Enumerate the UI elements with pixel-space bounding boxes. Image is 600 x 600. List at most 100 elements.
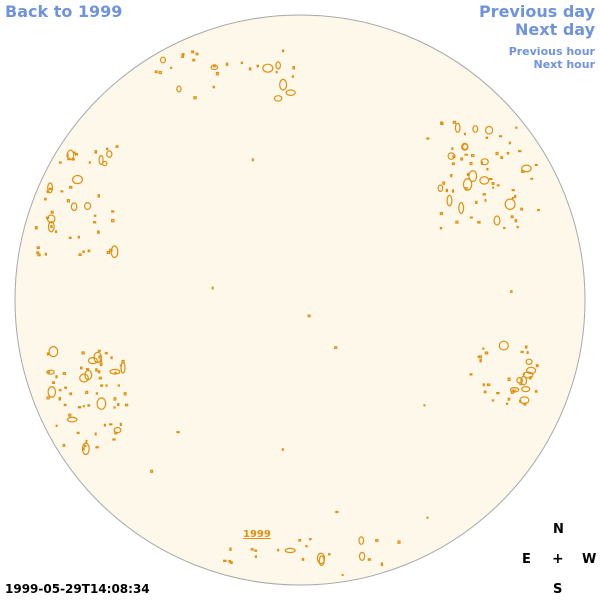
contour-mark xyxy=(515,126,518,129)
contour-mark xyxy=(117,403,120,407)
contour-mark xyxy=(88,161,92,164)
contour-mark xyxy=(69,392,73,396)
contour-mark xyxy=(211,286,214,290)
contour-mark xyxy=(98,355,102,359)
contour-mark xyxy=(47,386,57,398)
contour-mark xyxy=(525,366,537,375)
contour-mark xyxy=(79,366,83,370)
contour-mark xyxy=(291,75,294,78)
contour-mark xyxy=(482,347,485,350)
next-hour-link[interactable]: Next hour xyxy=(533,58,596,71)
previous-day-link[interactable]: Previous day xyxy=(478,2,595,21)
compass-center: + xyxy=(552,551,564,567)
contour-mark xyxy=(85,439,88,443)
contour-mark xyxy=(119,422,122,426)
contour-mark xyxy=(530,177,534,180)
contour-mark xyxy=(460,157,464,161)
contour-mark xyxy=(503,226,506,229)
contour-mark xyxy=(516,225,519,229)
contour-mark xyxy=(451,147,454,150)
contour-mark xyxy=(111,210,115,213)
contour-mark xyxy=(193,96,197,100)
contour-mark xyxy=(510,215,514,219)
contour-mark xyxy=(55,424,58,428)
contour-mark xyxy=(491,399,495,402)
contour-mark xyxy=(281,448,284,451)
contour-mark xyxy=(520,375,528,386)
contour-mark xyxy=(60,190,64,193)
contour-mark xyxy=(426,137,430,140)
contour-mark xyxy=(215,71,219,76)
contour-mark xyxy=(335,510,339,514)
contour-mark xyxy=(305,545,308,548)
contour-mark xyxy=(94,432,97,436)
active-region-contours xyxy=(34,49,540,577)
contour-mark xyxy=(105,147,109,151)
contour-mark xyxy=(46,369,55,375)
contour-mark xyxy=(104,351,108,355)
contour-mark xyxy=(534,163,538,166)
contour-mark xyxy=(105,384,108,387)
contour-mark xyxy=(510,290,513,293)
contour-mark xyxy=(316,552,326,565)
contour-mark xyxy=(124,403,129,407)
contour-mark xyxy=(521,164,532,173)
contour-mark xyxy=(195,52,199,56)
contour-mark xyxy=(66,416,78,423)
solar-disk xyxy=(14,14,586,586)
contour-mark xyxy=(318,555,325,567)
contour-mark xyxy=(46,352,50,356)
contour-mark xyxy=(81,442,90,456)
contour-mark xyxy=(511,189,515,192)
contour-mark xyxy=(96,397,107,410)
contour-mark xyxy=(483,390,487,394)
contour-mark xyxy=(520,350,524,354)
contour-mark xyxy=(95,446,99,449)
contour-mark xyxy=(439,212,443,216)
contour-mark xyxy=(479,359,482,363)
contour-mark xyxy=(446,194,453,207)
contour-mark xyxy=(36,246,40,249)
contour-mark xyxy=(452,120,457,124)
contour-mark xyxy=(225,62,229,66)
contour-mark xyxy=(113,406,116,409)
contour-mark xyxy=(504,198,516,210)
contour-mark xyxy=(170,66,173,69)
contour-mark xyxy=(45,216,50,220)
contour-mark xyxy=(477,220,481,224)
contour-mark xyxy=(106,150,113,158)
contour-mark xyxy=(524,345,528,349)
contour-mark xyxy=(462,177,473,191)
contour-mark xyxy=(97,194,100,198)
previous-hour-link[interactable]: Previous hour xyxy=(508,45,595,58)
contour-mark xyxy=(471,154,475,158)
contour-mark xyxy=(34,226,38,230)
contour-mark xyxy=(525,358,533,365)
contour-mark xyxy=(458,202,465,215)
contour-mark xyxy=(103,423,107,427)
contour-mark xyxy=(285,89,296,97)
contour-mark xyxy=(115,145,119,148)
next-day-link[interactable]: Next day xyxy=(515,20,595,39)
contour-mark xyxy=(58,397,61,401)
contour-mark xyxy=(98,376,102,380)
contour-mark xyxy=(482,193,486,196)
contour-mark xyxy=(451,162,455,166)
contour-mark xyxy=(493,215,501,226)
contour-mark xyxy=(181,55,185,58)
contour-mark xyxy=(469,373,473,376)
year-link[interactable]: 1999 xyxy=(243,529,271,540)
contour-mark xyxy=(522,372,525,376)
contour-mark xyxy=(251,158,254,162)
contour-mark xyxy=(534,390,538,393)
contour-mark xyxy=(82,447,85,451)
contour-mark xyxy=(100,384,104,387)
contour-mark xyxy=(228,559,232,563)
compass-west: W xyxy=(582,552,597,567)
contour-mark xyxy=(123,392,127,396)
contour-mark xyxy=(529,376,532,380)
contour-mark xyxy=(82,250,85,254)
back-to-year-link[interactable]: Back to 1999 xyxy=(5,2,123,21)
contour-mark xyxy=(464,187,468,191)
contour-mark xyxy=(119,364,123,367)
